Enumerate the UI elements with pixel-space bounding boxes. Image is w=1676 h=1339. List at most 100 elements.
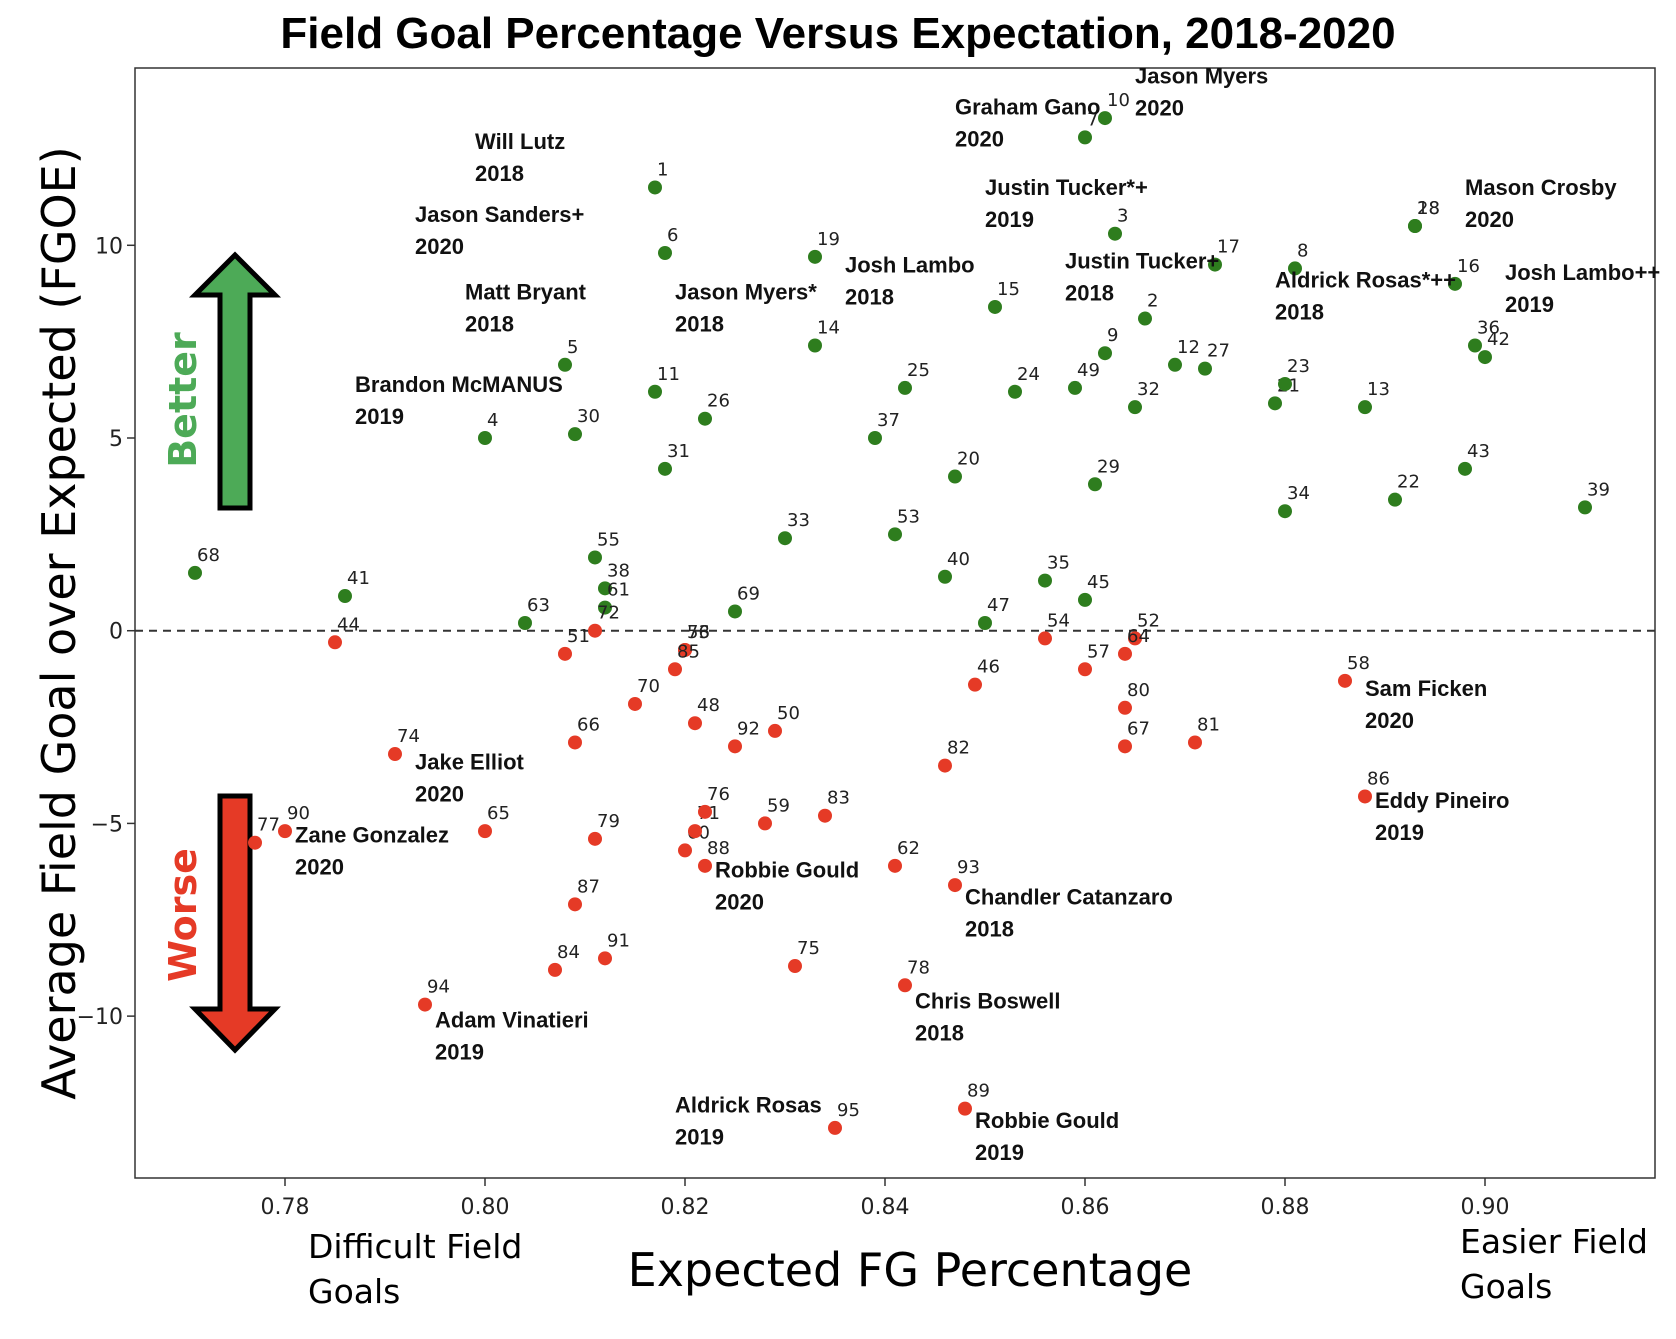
data-point (1208, 257, 1222, 272)
data-point-label: 80 (1127, 680, 1150, 701)
data-point (648, 180, 662, 195)
data-point (808, 249, 822, 264)
kicker-year: 2020 (715, 889, 764, 914)
data-point-label: 3 (1117, 206, 1128, 227)
y-tick-label: 0 (109, 620, 123, 645)
data-point-label: 33 (787, 510, 810, 531)
kicker-name: Aldrick Rosas*++ (1275, 268, 1456, 293)
kicker-annotation: Jason Myers* 2018 (675, 279, 817, 336)
x-tick-label: 0.82 (661, 1195, 710, 1220)
kicker-annotation: Justin Tucker*+ 2019 (985, 175, 1148, 232)
kicker-name: Sam Ficken (1365, 676, 1487, 701)
data-point-label: 34 (1287, 483, 1310, 504)
data-point (1358, 789, 1372, 804)
plot-area (134, 67, 1656, 1179)
data-point-label: 14 (817, 318, 840, 339)
data-point (1108, 226, 1122, 241)
data-point (1358, 400, 1372, 415)
data-point (1118, 646, 1132, 661)
data-point (1118, 700, 1132, 715)
kicker-year: 2020 (1465, 207, 1514, 232)
data-point (1068, 380, 1082, 395)
kicker-year: 2019 (675, 1124, 724, 1149)
data-point (1338, 673, 1352, 688)
data-point (588, 623, 602, 638)
data-point (598, 600, 612, 615)
data-point-label: 49 (1077, 360, 1100, 381)
data-point-label: 61 (607, 580, 630, 601)
kicker-name: Robbie Gould (715, 857, 859, 882)
data-point-label: 13 (1367, 379, 1390, 400)
x-axis-ticks: 0.78 0.80 0.82 0.84 0.86 0.88 0.90 (261, 1178, 1509, 1220)
better-label: Better (161, 332, 205, 468)
kicker-year: 2018 (965, 916, 1014, 941)
kicker-annotation: Aldrick Rosas*++ 2018 (1275, 268, 1456, 325)
kicker-name: Graham Gano (955, 94, 1100, 119)
data-point (478, 824, 492, 839)
data-point (1138, 311, 1152, 326)
kicker-annotation: Chandler Catanzaro 2018 (965, 884, 1173, 941)
data-point (1118, 739, 1132, 754)
x-left-note-line2: Goals (308, 1272, 400, 1311)
data-point (768, 723, 782, 738)
data-point-label: 22 (1397, 472, 1420, 493)
y-tick-label: 5 (109, 427, 123, 452)
data-point-label: 50 (777, 703, 800, 724)
data-point (598, 951, 612, 966)
data-point-label: 18 (1417, 198, 1440, 219)
kicker-name: Josh Lambo++ (1505, 260, 1660, 285)
data-point-label: 75 (797, 938, 820, 959)
data-point (598, 581, 612, 596)
data-point-label: 46 (977, 657, 1000, 678)
data-point (938, 758, 952, 773)
kicker-annotation: Jason Sanders+ 2020 (415, 202, 584, 259)
kicker-annotation: Matt Bryant 2018 (465, 279, 587, 336)
kicker-name: Mason Crosby (1465, 175, 1617, 200)
data-point-label: 83 (827, 788, 850, 809)
y-tick-label: −10 (77, 1005, 123, 1030)
data-point-label: 69 (737, 583, 760, 604)
data-point (1168, 357, 1182, 372)
data-point (958, 1101, 972, 1116)
data-point (1278, 377, 1292, 392)
data-point (728, 739, 742, 754)
data-point-label: 8 (1297, 240, 1308, 261)
kicker-year: 2020 (415, 781, 464, 806)
data-point-label: 20 (957, 449, 980, 470)
data-point (1078, 662, 1092, 677)
kicker-annotation: Josh Lambo 2018 (845, 252, 975, 309)
data-point-label: 73 (687, 622, 710, 643)
kicker-year: 2018 (845, 284, 894, 309)
data-point (568, 735, 582, 750)
kicker-year: 2020 (1135, 95, 1184, 120)
data-point (1458, 461, 1472, 476)
data-point-label: 38 (607, 560, 630, 581)
data-point-label: 68 (197, 545, 220, 566)
y-axis-ticks: 10 5 0 −5 −10 (77, 234, 135, 1030)
data-point-label: 53 (897, 506, 920, 527)
data-point-label: 5 (567, 337, 578, 358)
kicker-name: Jason Myers (1135, 63, 1268, 88)
data-point-label: 81 (1197, 714, 1220, 735)
data-point (898, 380, 912, 395)
kicker-year: 2020 (1365, 708, 1414, 733)
kicker-name: Adam Vinatieri (435, 1008, 589, 1033)
y-tick-label: −5 (91, 812, 123, 837)
kicker-year: 2020 (415, 234, 464, 259)
data-point-label: 93 (957, 857, 980, 878)
data-point-label: 90 (287, 803, 310, 824)
kicker-year: 2019 (985, 207, 1034, 232)
data-point-label: 43 (1467, 441, 1490, 462)
kicker-name: Jason Sanders+ (415, 202, 584, 227)
x-left-note: Difficult Field Goals (308, 1227, 533, 1311)
data-point-label: 52 (1137, 610, 1160, 631)
kicker-year: 2018 (1065, 280, 1114, 305)
kicker-annotation: Will Lutz 2018 (475, 129, 565, 186)
kicker-name: Eddy Pineiro (1375, 788, 1509, 813)
data-point (328, 635, 342, 650)
data-point (658, 461, 672, 476)
kicker-annotation: Jake Elliot 2020 (415, 749, 525, 806)
data-point (1088, 477, 1102, 492)
data-point (1098, 111, 1112, 126)
